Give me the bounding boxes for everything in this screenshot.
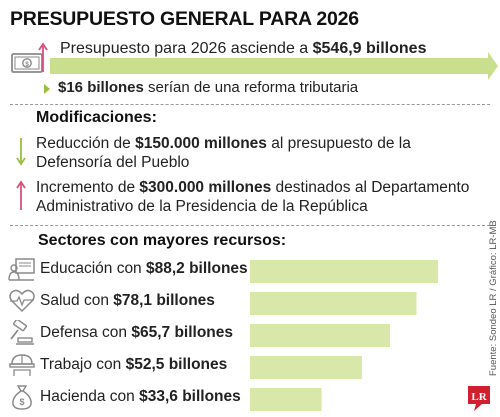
bar-hacienda bbox=[250, 388, 322, 411]
education-icon bbox=[8, 258, 35, 281]
health-icon bbox=[9, 289, 35, 313]
modification-item-increase: Incremento de $300.000 millones destinad… bbox=[36, 179, 470, 215]
finance-icon: $ bbox=[12, 385, 32, 410]
sector-label-trabajo: Trabajo con $52,5 billones bbox=[40, 356, 228, 373]
svg-text:$: $ bbox=[19, 397, 24, 407]
bar-trabajo bbox=[250, 356, 362, 379]
bar-educacion bbox=[250, 260, 438, 283]
lr-logo: LR bbox=[468, 386, 490, 411]
divider bbox=[10, 104, 490, 105]
sector-label-defensa: Defensa con $65,7 billones bbox=[40, 324, 234, 341]
bar-salud bbox=[250, 292, 417, 315]
work-icon bbox=[9, 354, 35, 376]
sector-label-educacion: Educación con $88,2 billones bbox=[40, 260, 248, 277]
modifications-title: Modificaciones: bbox=[36, 109, 157, 126]
divider bbox=[10, 225, 490, 226]
source-credit: Fuente: Sondeo LR / Gráfico: LR-MB bbox=[488, 220, 499, 376]
headline-bar bbox=[50, 58, 490, 74]
bullet-arrow-icon bbox=[44, 84, 50, 94]
money-icon: $ bbox=[11, 42, 48, 73]
sector-label-hacienda: Hacienda con $33,6 billones bbox=[40, 388, 241, 405]
defense-icon bbox=[10, 320, 34, 345]
svg-text:$: $ bbox=[25, 61, 29, 68]
headline-text: Presupuesto para 2026 asciende a $546,9 … bbox=[60, 40, 427, 57]
modification-item-reduction: Reducción de $150.000 millones al presup… bbox=[36, 135, 411, 171]
arrow-down-icon bbox=[16, 138, 26, 166]
svg-text:LR: LR bbox=[471, 391, 487, 403]
page-title: PRESUPUESTO GENERAL PARA 2026 bbox=[10, 8, 359, 30]
sector-label-salud: Salud con $78,1 billones bbox=[40, 292, 215, 309]
subline-text: $16 billones serían de una reforma tribu… bbox=[58, 79, 359, 96]
headline-bar-tip bbox=[488, 52, 498, 80]
bar-defensa bbox=[250, 324, 391, 347]
chart-title: Sectores con mayores recursos: bbox=[38, 232, 287, 249]
arrow-up-icon bbox=[16, 180, 26, 210]
